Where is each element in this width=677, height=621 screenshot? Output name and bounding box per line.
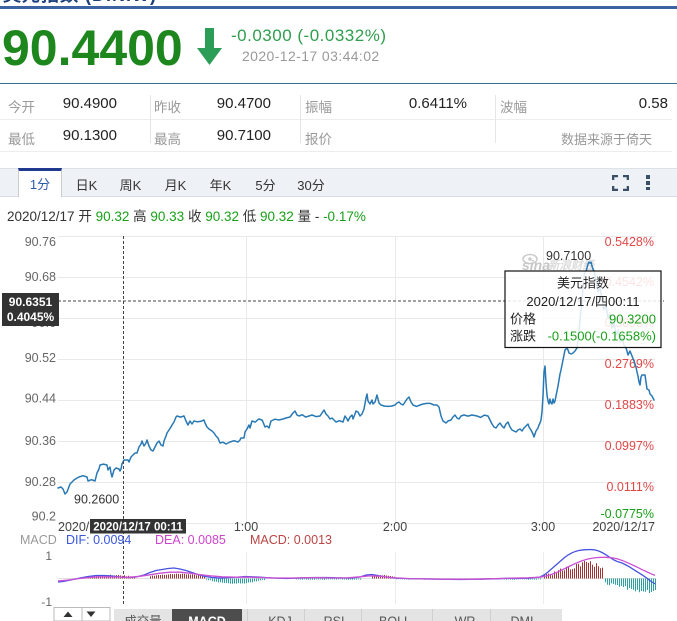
svg-text:3:00: 3:00 bbox=[531, 520, 555, 534]
svg-text:-0.1500(-0.1658%): -0.1500(-0.1658%) bbox=[548, 329, 656, 344]
svg-text:2:00: 2:00 bbox=[383, 520, 407, 534]
svg-text:90.3200: 90.3200 bbox=[609, 312, 656, 327]
svg-text:2020/12/17/四00:11: 2020/12/17/四00:11 bbox=[526, 294, 639, 309]
svg-text:RSI: RSI bbox=[324, 615, 345, 621]
svg-text:0.5428%: 0.5428% bbox=[605, 235, 654, 249]
svg-text:MACD: MACD bbox=[188, 615, 226, 621]
svg-text:1:00: 1:00 bbox=[234, 520, 258, 534]
svg-text:-1: -1 bbox=[41, 595, 52, 609]
svg-text:BOLL: BOLL bbox=[379, 615, 411, 621]
svg-text:0.0997%: 0.0997% bbox=[605, 439, 654, 453]
svg-text:价格: 价格 bbox=[510, 312, 536, 327]
svg-text:90.44: 90.44 bbox=[25, 392, 56, 406]
svg-text:DMI: DMI bbox=[511, 615, 534, 621]
svg-text:90.2: 90.2 bbox=[32, 510, 56, 524]
svg-text:WR: WR bbox=[455, 615, 476, 621]
svg-text:90.7100: 90.7100 bbox=[546, 249, 591, 263]
svg-text:1: 1 bbox=[45, 549, 52, 563]
svg-text:美元指数: 美元指数 bbox=[557, 276, 609, 291]
svg-text:0.1883%: 0.1883% bbox=[605, 398, 654, 412]
svg-text:涨跌: 涨跌 bbox=[510, 329, 536, 344]
svg-text:DIF: 0.0094: DIF: 0.0094 bbox=[66, 533, 131, 547]
svg-text:DEA: 0.0085: DEA: 0.0085 bbox=[155, 533, 226, 547]
svg-text:90.28: 90.28 bbox=[25, 475, 56, 489]
svg-text:90.52: 90.52 bbox=[25, 351, 56, 365]
svg-text:KDJ: KDJ bbox=[268, 615, 292, 621]
svg-text:MACD: MACD bbox=[20, 533, 57, 547]
svg-text:90.2600: 90.2600 bbox=[74, 493, 119, 507]
svg-text:2020/12/17 00:11: 2020/12/17 00:11 bbox=[93, 522, 183, 534]
svg-text:成交量: 成交量 bbox=[124, 614, 162, 621]
svg-text:90.36: 90.36 bbox=[25, 434, 56, 448]
svg-text:-0.0775%: -0.0775% bbox=[600, 507, 654, 521]
svg-text:2020/12/17: 2020/12/17 bbox=[592, 520, 655, 534]
svg-text:0.0111%: 0.0111% bbox=[607, 480, 655, 494]
svg-text:90.68: 90.68 bbox=[25, 270, 56, 284]
svg-text:sina: sina bbox=[522, 257, 550, 273]
svg-text:0.2769%: 0.2769% bbox=[605, 357, 654, 371]
svg-text:90.6351: 90.6351 bbox=[9, 295, 53, 309]
svg-text:新浪财经: 新浪财经 bbox=[548, 258, 595, 272]
svg-text:0.4045%: 0.4045% bbox=[7, 310, 55, 324]
svg-text:90.76: 90.76 bbox=[25, 235, 56, 249]
svg-text:MACD: 0.0013: MACD: 0.0013 bbox=[250, 533, 332, 547]
